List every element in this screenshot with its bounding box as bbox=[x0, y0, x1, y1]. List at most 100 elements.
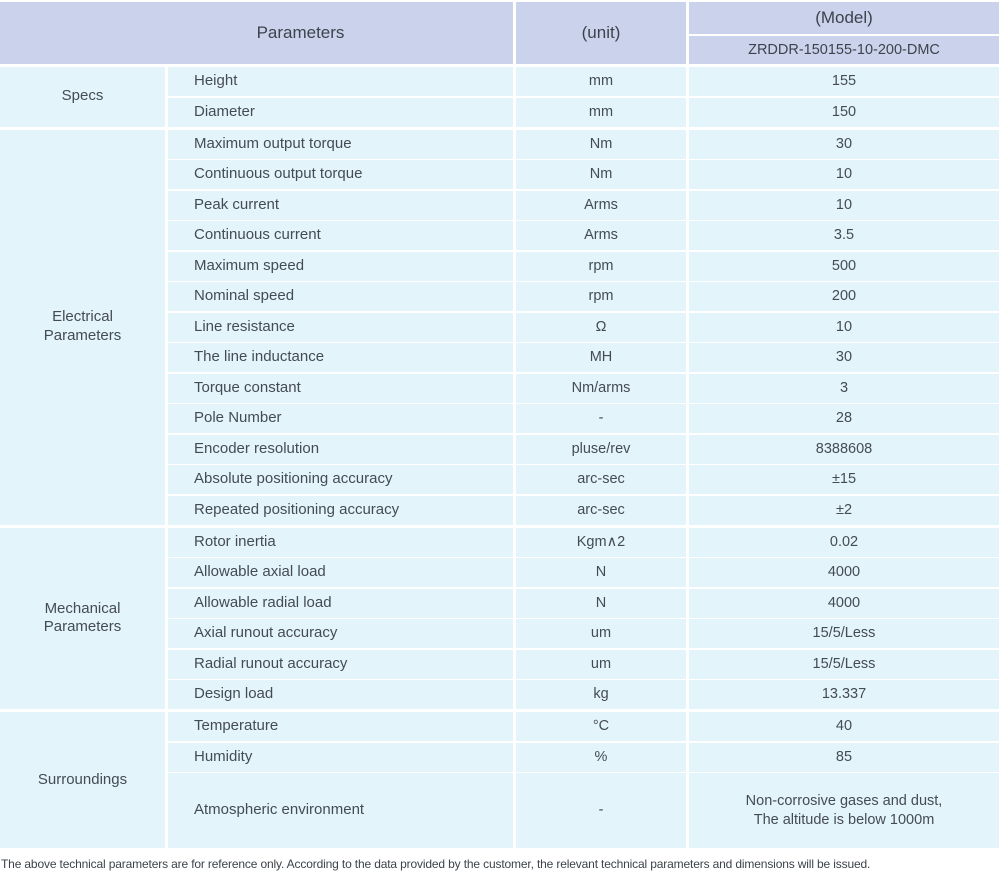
table-row: Design load kg 13.337 bbox=[168, 680, 999, 709]
parameter-value: 10 bbox=[689, 312, 999, 342]
table-row: Line resistance Ω 10 bbox=[168, 312, 999, 342]
parameter-name: Line resistance bbox=[168, 312, 513, 342]
parameter-name: Design load bbox=[168, 680, 513, 709]
table-row: Continuous output torque Nm 10 bbox=[168, 160, 999, 189]
parameter-name: Pole Number bbox=[168, 404, 513, 433]
parameter-name: Rotor inertia bbox=[168, 527, 513, 557]
table-row: Continuous current Arms 3.5 bbox=[168, 221, 999, 250]
parameter-unit: Ω bbox=[516, 312, 686, 342]
parameter-name: Allowable radial load bbox=[168, 588, 513, 618]
parameter-group: Mechanical Parameters Rotor inertia Kgm∧… bbox=[0, 527, 999, 709]
parameter-value: 8388608 bbox=[689, 434, 999, 464]
parameter-value: 4000 bbox=[689, 588, 999, 618]
table-row: Axial runout accuracy um 15/5/Less bbox=[168, 619, 999, 648]
parameter-name: The line inductance bbox=[168, 343, 513, 372]
parameter-name: Diameter bbox=[168, 97, 513, 127]
parameter-unit: Nm/arms bbox=[516, 373, 686, 403]
parameter-name: Maximum output torque bbox=[168, 129, 513, 159]
table-row: Allowable radial load N 4000 bbox=[168, 588, 999, 618]
table-row: Repeated positioning accuracy arc-sec ±2 bbox=[168, 495, 999, 525]
parameter-unit: % bbox=[516, 742, 686, 772]
parameter-value: 3.5 bbox=[689, 221, 999, 250]
parameter-unit: rpm bbox=[516, 251, 686, 281]
parameter-name: Radial runout accuracy bbox=[168, 649, 513, 679]
parameter-value: 13.337 bbox=[689, 680, 999, 709]
parameter-group: Electrical Parameters Maximum output tor… bbox=[0, 129, 999, 525]
parameter-name: Encoder resolution bbox=[168, 434, 513, 464]
parameter-name: Torque constant bbox=[168, 373, 513, 403]
table-row: Temperature °C 40 bbox=[168, 712, 999, 741]
group-rows: Rotor inertia Kgm∧2 0.02 Allowable axial… bbox=[168, 527, 999, 709]
header-model-number: ZRDDR-150155-10-200-DMC bbox=[689, 36, 999, 64]
table-row: Radial runout accuracy um 15/5/Less bbox=[168, 649, 999, 679]
table-row: Torque constant Nm/arms 3 bbox=[168, 373, 999, 403]
group-label: Specs bbox=[0, 67, 165, 127]
parameter-unit: - bbox=[516, 773, 686, 848]
parameter-value: 15/5/Less bbox=[689, 649, 999, 679]
table-row: Diameter mm 150 bbox=[168, 97, 999, 127]
parameter-value: 4000 bbox=[689, 558, 999, 587]
header-model-column: (Model) ZRDDR-150155-10-200-DMC bbox=[689, 2, 999, 64]
parameter-value: 200 bbox=[689, 282, 999, 311]
parameter-unit: um bbox=[516, 649, 686, 679]
parameter-unit: arc-sec bbox=[516, 465, 686, 494]
parameter-name: Nominal speed bbox=[168, 282, 513, 311]
parameter-value: 15/5/Less bbox=[689, 619, 999, 648]
parameter-name: Continuous current bbox=[168, 221, 513, 250]
parameter-value: 500 bbox=[689, 251, 999, 281]
parameter-unit: um bbox=[516, 619, 686, 648]
parameter-value: 85 bbox=[689, 742, 999, 772]
parameter-value: 3 bbox=[689, 373, 999, 403]
table-row: Allowable axial load N 4000 bbox=[168, 558, 999, 587]
table-body: Specs Height mm 155 Diameter mm 150 Elec… bbox=[0, 67, 999, 848]
parameter-value: ±2 bbox=[689, 495, 999, 525]
parameter-group: Surroundings Temperature °C 40 Humidity … bbox=[0, 712, 999, 848]
table-row: Pole Number - 28 bbox=[168, 404, 999, 433]
table-row: Absolute positioning accuracy arc-sec ±1… bbox=[168, 465, 999, 494]
group-rows: Height mm 155 Diameter mm 150 bbox=[168, 67, 999, 127]
parameter-name: Atmospheric environment bbox=[168, 773, 513, 848]
parameter-value: ±15 bbox=[689, 465, 999, 494]
parameter-unit: N bbox=[516, 588, 686, 618]
parameter-unit: mm bbox=[516, 67, 686, 96]
parameter-value: 28 bbox=[689, 404, 999, 433]
parameter-value: 40 bbox=[689, 712, 999, 741]
table-row: Nominal speed rpm 200 bbox=[168, 282, 999, 311]
table-row: Maximum output torque Nm 30 bbox=[168, 129, 999, 159]
parameter-unit: arc-sec bbox=[516, 495, 686, 525]
parameter-name: Axial runout accuracy bbox=[168, 619, 513, 648]
header-model: (Model) bbox=[689, 2, 999, 34]
parameter-unit: Kgm∧2 bbox=[516, 527, 686, 557]
group-rows: Temperature °C 40 Humidity % 85 Atmosphe… bbox=[168, 712, 999, 848]
parameter-name: Peak current bbox=[168, 190, 513, 220]
spec-table: Parameters (unit) (Model) ZRDDR-150155-1… bbox=[0, 2, 999, 848]
parameter-unit: Nm bbox=[516, 160, 686, 189]
table-row: Atmospheric environment - Non-corrosive … bbox=[168, 773, 999, 848]
parameter-unit: - bbox=[516, 404, 686, 433]
group-rows: Maximum output torque Nm 30 Continuous o… bbox=[168, 129, 999, 525]
parameter-unit: kg bbox=[516, 680, 686, 709]
parameter-value: 30 bbox=[689, 343, 999, 372]
parameter-unit: °C bbox=[516, 712, 686, 741]
parameter-name: Allowable axial load bbox=[168, 558, 513, 587]
parameter-value: 30 bbox=[689, 129, 999, 159]
parameter-value: 150 bbox=[689, 97, 999, 127]
table-row: The line inductance MH 30 bbox=[168, 343, 999, 372]
group-label: Mechanical Parameters bbox=[0, 527, 165, 709]
parameter-value: 155 bbox=[689, 67, 999, 96]
parameter-name: Height bbox=[168, 67, 513, 96]
table-row: Peak current Arms 10 bbox=[168, 190, 999, 220]
table-row: Encoder resolution pluse/rev 8388608 bbox=[168, 434, 999, 464]
parameter-unit: MH bbox=[516, 343, 686, 372]
parameter-name: Humidity bbox=[168, 742, 513, 772]
header-parameters: Parameters bbox=[0, 2, 513, 64]
group-label: Surroundings bbox=[0, 712, 165, 848]
group-label: Electrical Parameters bbox=[0, 129, 165, 525]
table-row: Humidity % 85 bbox=[168, 742, 999, 772]
footnote: The above technical parameters are for r… bbox=[1, 857, 871, 871]
parameter-name: Absolute positioning accuracy bbox=[168, 465, 513, 494]
parameter-value: 10 bbox=[689, 160, 999, 189]
parameter-name: Temperature bbox=[168, 712, 513, 741]
table-row: Height mm 155 bbox=[168, 67, 999, 96]
